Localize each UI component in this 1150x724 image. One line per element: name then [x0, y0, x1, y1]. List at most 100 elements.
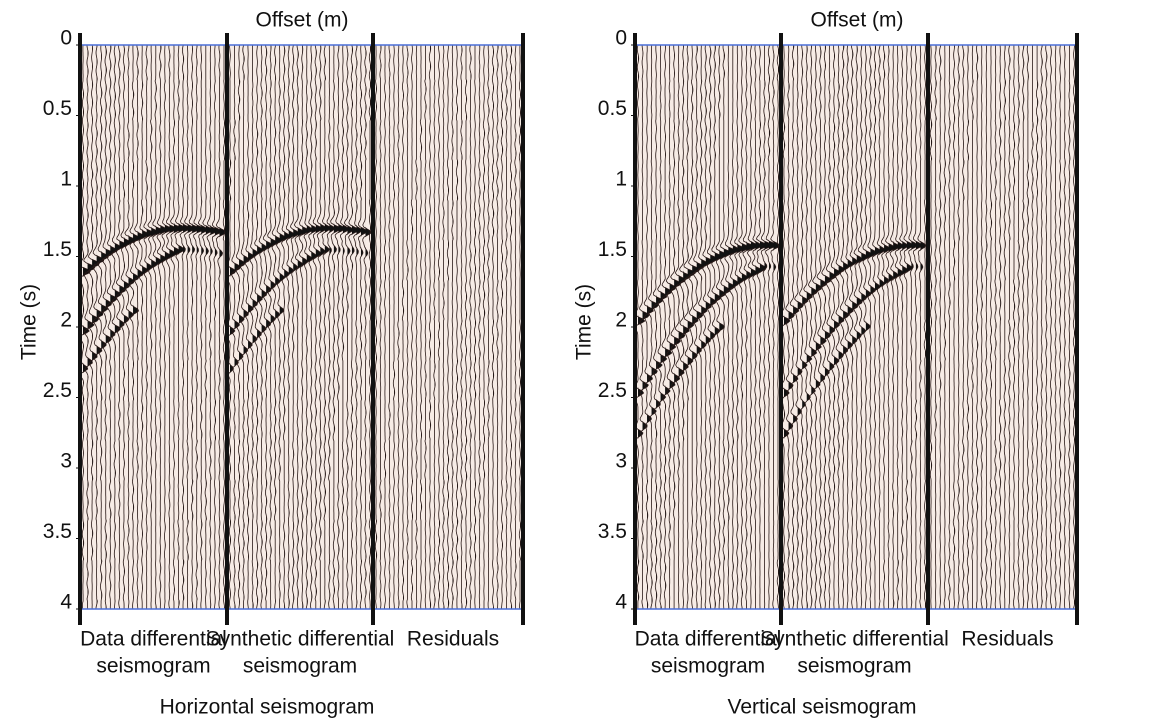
y-tick-label: 1.5	[43, 238, 72, 261]
trace	[1017, 44, 1020, 610]
trace	[948, 44, 951, 609]
panel-title: Horizontal seismogram	[160, 696, 375, 719]
trace	[692, 44, 705, 610]
trace	[446, 44, 450, 610]
trace	[500, 44, 504, 609]
trace	[966, 44, 970, 609]
trace	[908, 44, 918, 610]
trace	[487, 44, 490, 610]
section-label: seismogram	[243, 655, 357, 678]
panel-title: Vertical seismogram	[727, 696, 916, 719]
x-axis-label: Offset (m)	[811, 9, 904, 32]
y-tick-label: 3.5	[43, 520, 72, 543]
trace	[1012, 45, 1016, 610]
trace-fill	[443, 45, 445, 609]
trace	[143, 44, 155, 610]
trace	[239, 44, 250, 610]
section-label: seismogram	[96, 655, 210, 678]
trace	[1045, 44, 1048, 610]
trace	[770, 44, 781, 610]
y-tick-label: 1	[60, 168, 72, 191]
trace	[1035, 45, 1039, 610]
trace	[231, 45, 242, 610]
trace	[244, 45, 255, 610]
trace	[665, 44, 677, 609]
trace	[971, 45, 974, 609]
trace	[1022, 44, 1025, 610]
trace	[980, 44, 983, 610]
trace	[652, 44, 664, 610]
trace	[903, 44, 914, 609]
trace	[165, 44, 177, 610]
trace	[478, 44, 481, 610]
trace	[469, 44, 472, 610]
trace	[267, 44, 278, 610]
trace	[88, 44, 101, 609]
trace	[451, 44, 454, 610]
trace	[174, 45, 186, 610]
trace	[1068, 45, 1071, 610]
trace	[253, 44, 264, 610]
trace	[401, 44, 405, 609]
trace	[1040, 44, 1043, 610]
trace	[670, 45, 682, 609]
trace	[505, 45, 508, 610]
trace-fill	[719, 45, 727, 609]
trace	[975, 44, 979, 610]
y-tick-label: 4	[60, 591, 72, 614]
trace	[738, 45, 750, 610]
trace	[518, 44, 522, 610]
trace	[330, 44, 341, 609]
trace	[1026, 44, 1029, 610]
trace	[133, 44, 145, 610]
trace	[711, 44, 723, 610]
trace	[789, 45, 800, 610]
trace	[989, 44, 993, 609]
trace	[794, 44, 804, 610]
trace	[952, 45, 956, 610]
trace	[115, 44, 127, 610]
trace	[442, 44, 445, 609]
trace	[998, 44, 1002, 609]
trace	[720, 44, 732, 610]
trace	[885, 44, 896, 609]
trace	[193, 44, 205, 610]
trace	[357, 44, 368, 610]
trace	[124, 44, 136, 610]
trace	[848, 44, 859, 610]
trace	[184, 44, 195, 610]
trace	[197, 44, 209, 610]
trace	[760, 45, 773, 610]
trace	[120, 44, 132, 609]
trace	[1031, 45, 1034, 610]
trace	[188, 44, 200, 610]
trace	[92, 44, 105, 610]
y-tick-label: 2	[615, 309, 627, 332]
trace	[917, 44, 927, 610]
trace	[962, 45, 965, 610]
trace	[765, 44, 777, 609]
trace	[889, 45, 900, 610]
trace	[702, 44, 714, 610]
trace	[807, 44, 818, 610]
plot-background	[80, 45, 523, 609]
trace	[943, 45, 947, 610]
trace	[867, 44, 878, 609]
trace	[816, 44, 827, 610]
section-label: Data differential	[80, 628, 227, 651]
trace	[835, 44, 846, 610]
trace	[825, 44, 837, 609]
trace	[215, 44, 227, 610]
trace-fill	[234, 45, 241, 609]
y-tick-label: 3	[60, 450, 72, 473]
trace	[397, 44, 400, 610]
trace	[643, 44, 654, 610]
trace	[368, 44, 372, 610]
trace	[433, 44, 436, 610]
trace	[473, 45, 477, 610]
trace	[514, 44, 517, 609]
trace	[379, 44, 382, 610]
section-label: Synthetic differential	[760, 628, 949, 651]
y-tick-label: 4	[615, 591, 627, 614]
trace	[348, 44, 359, 609]
